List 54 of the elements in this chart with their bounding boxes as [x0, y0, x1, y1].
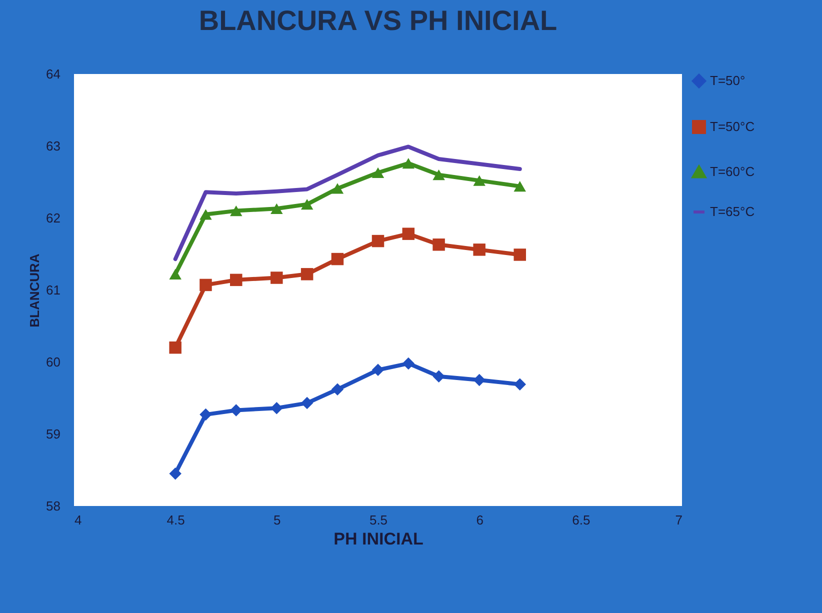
- legend-label: T=50°C: [710, 119, 755, 134]
- y-tick-label: 61: [46, 282, 60, 298]
- legend-label: T=50°: [710, 73, 746, 88]
- x-tick-label: 4.5: [166, 512, 185, 528]
- y-axis-title: BLANCURA: [27, 253, 42, 328]
- point: [514, 248, 526, 261]
- y-tick-label: 62: [46, 210, 60, 226]
- point: [200, 209, 212, 220]
- x-axis-title: PH INICIAL: [334, 530, 424, 548]
- point: [169, 341, 182, 354]
- point: [200, 278, 212, 292]
- point: [270, 272, 283, 284]
- point: [473, 244, 486, 256]
- x-tick-label: 4: [74, 512, 82, 528]
- point: [230, 205, 242, 216]
- point: [402, 158, 415, 169]
- point: [270, 402, 283, 414]
- point: [514, 181, 526, 192]
- chart-title: BLANCURA VS PH INICIAL: [198, 5, 558, 36]
- point: [402, 228, 415, 240]
- point: [473, 374, 486, 386]
- point: [169, 467, 182, 480]
- point: [230, 274, 242, 286]
- point: [372, 234, 384, 248]
- point: [300, 396, 314, 410]
- y-tick-label: 60: [46, 354, 60, 370]
- point: [169, 268, 182, 280]
- point: [432, 169, 445, 180]
- point: [300, 199, 314, 210]
- point: [514, 378, 526, 390]
- point: [270, 203, 283, 214]
- legend-label: T=65°C: [710, 204, 755, 219]
- point: [300, 268, 314, 280]
- point: [331, 383, 344, 396]
- x-tick-label: 5.5: [369, 512, 388, 528]
- x-tick-label: 5: [274, 512, 281, 528]
- point: [331, 183, 344, 194]
- point: [200, 408, 212, 421]
- point: [473, 175, 486, 186]
- point: [331, 252, 344, 266]
- x-tick-label: 6: [476, 512, 484, 528]
- y-tick-label: 58: [46, 498, 60, 514]
- point: [402, 357, 415, 370]
- y-tick-label: 59: [46, 426, 60, 442]
- x-tick-label: 7: [675, 512, 682, 528]
- y-tick-label: 64: [46, 66, 60, 82]
- y-tick-label: 63: [46, 138, 60, 154]
- line-series: [173, 144, 522, 262]
- legend-label: T=60°C: [710, 164, 755, 179]
- point: [432, 238, 445, 251]
- point: [372, 364, 384, 376]
- point: [372, 167, 384, 178]
- point: [432, 370, 445, 383]
- x-tick-label: 6.5: [572, 512, 590, 528]
